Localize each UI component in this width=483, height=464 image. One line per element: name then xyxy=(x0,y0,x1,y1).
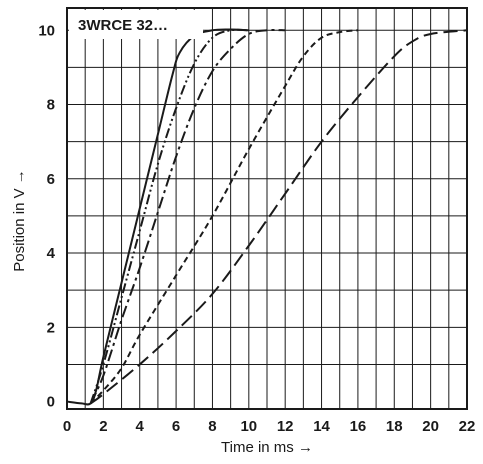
x-tick-label: 22 xyxy=(459,418,476,435)
chart-title: 3WRCE 32… xyxy=(78,17,168,34)
y-axis-label: Position in V → xyxy=(11,169,28,272)
x-tick-label: 20 xyxy=(422,418,439,435)
x-tick-label: 6 xyxy=(172,418,180,435)
series-group xyxy=(66,28,468,406)
title-box: 3WRCE 32… xyxy=(69,10,203,39)
x-tick-label: 12 xyxy=(277,418,294,435)
x-tick-label: 16 xyxy=(350,418,367,435)
x-tick-label: 4 xyxy=(136,418,145,435)
x-tick-labels: 0 2 4 6 8 10 12 14 16 18 20 22 xyxy=(63,418,476,435)
y-tick-label: 2 xyxy=(47,319,55,336)
series-line-dash-dot-dot xyxy=(89,28,249,404)
grid xyxy=(67,8,467,409)
x-tick-label: 18 xyxy=(386,418,403,435)
y-tick-labels: 0 2 4 6 8 10 xyxy=(38,22,55,410)
x-tick-label: 2 xyxy=(99,418,107,435)
series-line-dash-dot xyxy=(89,29,286,404)
y-tick-label: 0 xyxy=(47,394,55,411)
y-tick-label: 4 xyxy=(47,245,56,262)
x-axis-label: Time in ms → xyxy=(221,439,313,456)
series-line-long-dash xyxy=(90,29,468,405)
y-tick-label: 6 xyxy=(47,171,55,188)
plot-frame xyxy=(66,7,468,410)
x-tick-label: 14 xyxy=(313,418,330,435)
x-tick-label: 0 xyxy=(63,418,71,435)
y-tick-label: 10 xyxy=(38,22,55,39)
x-tick-label: 8 xyxy=(208,418,216,435)
series-line-short-dash xyxy=(89,29,359,405)
y-tick-label: 8 xyxy=(47,97,55,114)
x-tick-label: 10 xyxy=(240,418,257,435)
title-background xyxy=(69,10,203,39)
